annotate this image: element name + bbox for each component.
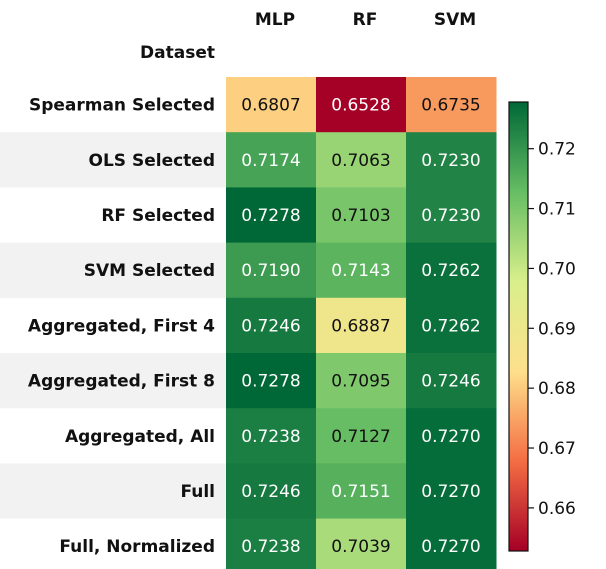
cell-value-label: 0.7063	[331, 151, 390, 171]
heatmap-cell	[406, 132, 497, 188]
column-header: SVM	[434, 10, 476, 30]
row-label: Full, Normalized	[59, 537, 215, 557]
colorbar-tick-label: 0.72	[538, 140, 576, 160]
column-header: MLP	[255, 10, 295, 30]
heatmap-cell	[316, 187, 407, 244]
row-label: SVM Selected	[84, 261, 215, 281]
column-header: RF	[353, 10, 378, 30]
heatmap-cell	[226, 297, 317, 354]
index-name: Dataset	[140, 43, 215, 63]
cell-value-label: 0.7230	[421, 206, 480, 226]
heatmap-cell	[316, 463, 407, 520]
row-band	[0, 353, 226, 409]
cell-value-label: 0.6528	[331, 96, 390, 116]
heatmap-cells: 0.6807 0.6528 0.6735 0.7174 0.7063 0.7230 0.72…	[226, 77, 497, 569]
cell-value-label: 0.7246	[241, 316, 300, 336]
cell-value-label: 0.7262	[421, 261, 480, 281]
row-labels: Spearman Selected OLS Selected RF Selected…	[28, 96, 215, 558]
heatmap-cell	[406, 297, 497, 354]
cell-value-label: 0.7151	[331, 482, 390, 502]
row-label: Full	[180, 482, 215, 502]
heatmap-cell	[406, 463, 497, 520]
column-headers: MLP RF SVM	[255, 10, 476, 30]
row-band	[0, 242, 226, 298]
heatmap-cell	[316, 408, 407, 464]
colorbar-tick-label: 0.67	[538, 439, 576, 459]
row-band	[0, 132, 226, 188]
cell-value-label: 0.7238	[241, 427, 300, 447]
colorbar-tick-label: 0.66	[538, 499, 576, 519]
cell-value-label: 0.6807	[241, 96, 300, 116]
heatmap-cell	[406, 77, 497, 133]
cell-value-label: 0.7103	[331, 206, 390, 226]
colorbar-tick-label: 0.71	[538, 200, 576, 220]
cell-value-label: 0.7270	[421, 537, 480, 557]
colorbar-tick-label: 0.68	[538, 379, 576, 399]
colorbar-tick-label: 0.70	[538, 259, 576, 279]
heatmap-cell	[226, 187, 317, 244]
heatmap-cell	[226, 132, 317, 188]
row-label: Aggregated, First 4	[28, 316, 215, 336]
cell-value-label: 0.7270	[421, 427, 480, 447]
row-label: RF Selected	[101, 206, 215, 226]
heatmap-cell	[316, 518, 407, 569]
row-label: OLS Selected	[89, 151, 215, 171]
cell-value-label: 0.7143	[331, 261, 390, 281]
heatmap-cell	[226, 518, 317, 569]
cell-value-label: 0.7246	[421, 372, 480, 392]
cell-value-label: 0.7095	[331, 372, 390, 392]
cell-value-label: 0.7127	[331, 427, 390, 447]
heatmap-cell	[226, 408, 317, 464]
heatmap-cell	[316, 297, 407, 354]
row-label: Spearman Selected	[29, 96, 215, 116]
cell-value-label: 0.7278	[241, 372, 300, 392]
heatmap-cell	[406, 187, 497, 244]
heatmap-cell	[226, 463, 317, 520]
colorbar-tick-label: 0.69	[538, 319, 576, 339]
cell-value-label: 0.7262	[421, 316, 480, 336]
colorbar: 0.66 0.67 0.68 0.69 0.70 0.71 0.72	[508, 101, 576, 552]
cell-value-label: 0.6887	[331, 316, 390, 336]
cell-value-label: 0.6735	[421, 96, 480, 116]
heatmap-cell	[316, 132, 407, 188]
heatmap-cell	[226, 77, 317, 133]
heatmap-cell	[406, 518, 497, 569]
row-bands	[0, 132, 226, 519]
heatmap-cell	[406, 353, 497, 409]
heatmap-cell	[226, 353, 317, 409]
cell-value-label: 0.7174	[241, 151, 300, 171]
heatmap-cell	[316, 77, 407, 133]
cell-value-label: 0.7278	[241, 206, 300, 226]
row-label: Aggregated, All	[65, 427, 215, 447]
cell-value-label: 0.7039	[331, 537, 390, 557]
colorbar-gradient	[508, 101, 529, 552]
heatmap-cell	[316, 242, 407, 299]
row-label: Aggregated, First 8	[28, 372, 215, 392]
heatmap-cell	[406, 408, 497, 464]
cell-value-label: 0.7190	[241, 261, 300, 281]
heatmap-cell	[226, 242, 317, 299]
cell-value-label: 0.7238	[241, 537, 300, 557]
cell-value-label: 0.7246	[241, 482, 300, 502]
heatmap-cell	[316, 353, 407, 409]
heatmap-cell	[406, 242, 497, 299]
cell-value-label: 0.7230	[421, 151, 480, 171]
cell-value-label: 0.7270	[421, 482, 480, 502]
row-band	[0, 463, 226, 519]
